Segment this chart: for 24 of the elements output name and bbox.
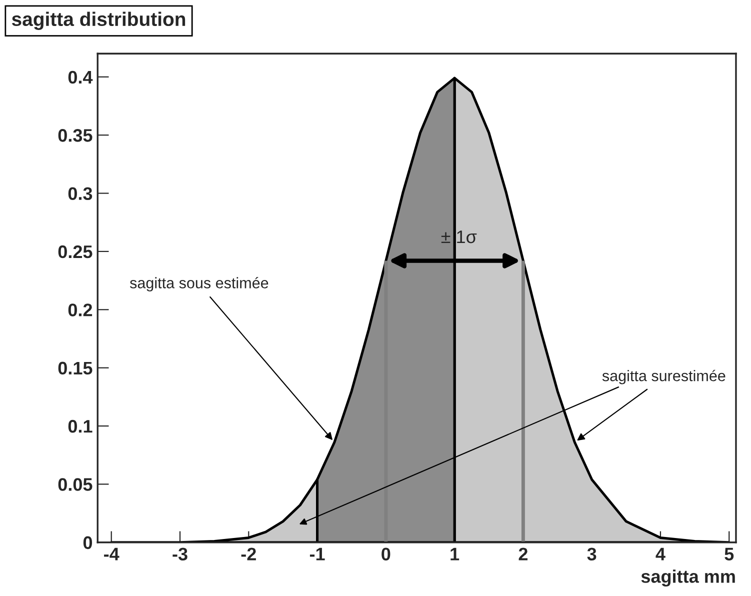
y-tick-label: 0.25 bbox=[58, 245, 92, 258]
y-tick-label: 0.1 bbox=[68, 420, 92, 433]
y-tick-label: 0.35 bbox=[58, 129, 92, 142]
y-tick-label: 0.05 bbox=[58, 478, 92, 491]
y-tick-label: 0.3 bbox=[68, 187, 92, 200]
x-tick-label: -3 bbox=[172, 548, 188, 561]
x-tick-label: -4 bbox=[104, 548, 120, 560]
x-tick-label: 0 bbox=[382, 548, 390, 560]
annotation: ± 1σ bbox=[441, 230, 477, 244]
x-tick-label: 4 bbox=[656, 548, 666, 560]
x-tick-label: 3 bbox=[587, 548, 596, 561]
chart-title: sagitta distribution bbox=[12, 12, 186, 30]
x-tick-label: 1 bbox=[450, 548, 460, 560]
x-axis-title: sagitta mm bbox=[641, 570, 735, 587]
x-tick-label: -2 bbox=[241, 548, 256, 560]
y-tick-label: 0.15 bbox=[58, 362, 92, 375]
x-tick-label: -1 bbox=[310, 548, 325, 560]
y-tick-label: 0.4 bbox=[68, 70, 93, 84]
x-tick-label: 2 bbox=[518, 548, 528, 560]
annotation: sagitta sous estimée bbox=[130, 276, 268, 292]
y-tick-label: 0.2 bbox=[68, 304, 92, 316]
x-tick-label: 5 bbox=[724, 548, 734, 560]
y-tick-label: 0 bbox=[83, 536, 92, 550]
annotation: sagitta surestimée bbox=[602, 370, 726, 384]
